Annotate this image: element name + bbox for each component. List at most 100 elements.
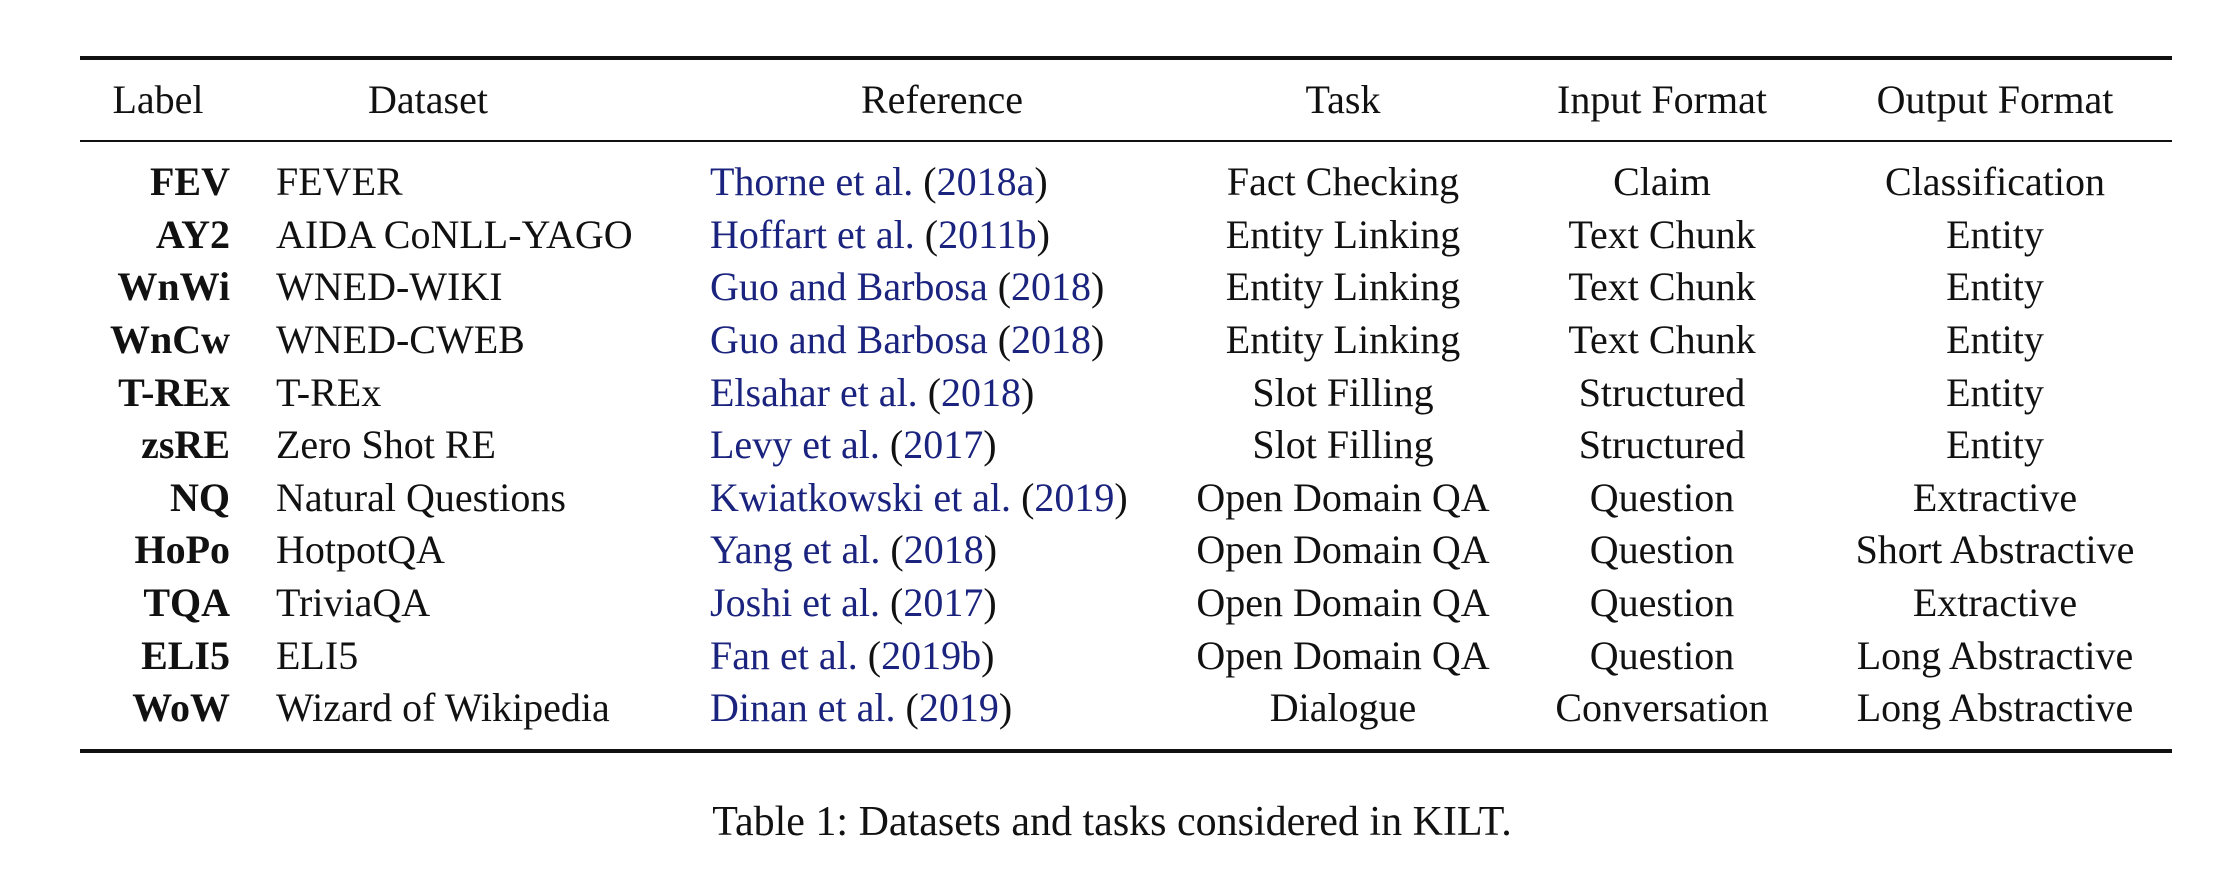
reference-year-link[interactable]: 2011b — [938, 211, 1037, 257]
reference-year-link[interactable]: 2019 — [1034, 474, 1115, 520]
row-label: WnWi — [117, 264, 230, 310]
reference-year-link[interactable]: 2018a — [936, 159, 1035, 205]
row-label: T-REx — [118, 369, 230, 415]
row-input-format: Text Chunk — [1568, 264, 1756, 310]
row-reference: Joshi et al. (2017) — [710, 580, 997, 626]
reference-authors-link[interactable]: Guo and Barbosa — [710, 317, 988, 363]
reference-authors-link[interactable]: Levy et al. — [710, 422, 880, 468]
row-output-format: Entity — [1946, 264, 2044, 310]
row-output-format: Extractive — [1912, 474, 2078, 520]
reference-authors-link[interactable]: Elsahar et al. — [710, 369, 918, 415]
row-reference: Fan et al. (2019b) — [710, 632, 995, 678]
row-dataset: WNED-CWEB — [276, 317, 525, 363]
table-row: WnWi WNED-WIKI Guo and Barbosa (2018) Entit… — [80, 261, 2172, 314]
reference-year-link[interactable]: 2019 — [918, 685, 999, 731]
datasets-table-container: Label Dataset Reference Task Input Forma… — [80, 56, 2172, 753]
reference-authors-link[interactable]: Yang et al. — [710, 527, 881, 573]
row-task: Open Domain QA — [1196, 474, 1490, 520]
row-dataset: Natural Questions — [276, 474, 566, 520]
row-task: Slot Filling — [1252, 369, 1434, 415]
row-input-format: Question — [1589, 632, 1735, 678]
row-reference: Levy et al. (2017) — [710, 422, 997, 468]
reference-authors-link[interactable]: Kwiatkowski et al. — [710, 474, 1012, 520]
row-input-format: Text Chunk — [1568, 211, 1756, 257]
row-reference: Elsahar et al. (2018) — [710, 369, 1035, 415]
header-task: Task — [1305, 77, 1381, 122]
row-dataset: HotpotQA — [276, 527, 445, 573]
header-input-format: Input Format — [1557, 77, 1767, 122]
table-row: WoW Wizard of Wikipedia Dinan et al. (2019… — [80, 682, 2172, 751]
row-input-format: Conversation — [1555, 685, 1769, 731]
row-output-format: Entity — [1946, 317, 2044, 363]
row-input-format: Question — [1589, 474, 1735, 520]
row-dataset: FEVER — [276, 159, 403, 205]
row-reference: Guo and Barbosa (2018) — [710, 264, 1105, 310]
row-input-format: Structured — [1578, 369, 1746, 415]
table-row: zsRE Zero Shot RE Levy et al. (2017) Slot F… — [80, 419, 2172, 472]
row-output-format: Short Abstractive — [1855, 527, 2135, 573]
row-output-format: Long Abstractive — [1856, 632, 2134, 678]
row-reference: Dinan et al. (2019) — [710, 685, 1013, 731]
table-row: NQ Natural Questions Kwiatkowski et al. (2… — [80, 472, 2172, 525]
row-dataset: WNED-WIKI — [276, 264, 503, 310]
table-row: FEV FEVER Thorne et al. (2018a) Fact Checki… — [80, 141, 2172, 209]
row-label: TQA — [143, 580, 230, 626]
reference-year-link[interactable]: 2017 — [903, 422, 984, 468]
row-input-format: Claim — [1613, 159, 1711, 205]
row-task: Slot Filling — [1252, 422, 1434, 468]
row-task: Entity Linking — [1225, 264, 1461, 310]
row-input-format: Structured — [1578, 422, 1746, 468]
row-dataset: Zero Shot RE — [276, 422, 496, 468]
reference-year-link[interactable]: 2018 — [1011, 264, 1092, 310]
row-task: Dialogue — [1269, 685, 1417, 731]
row-output-format: Extractive — [1912, 580, 2078, 626]
row-input-format: Question — [1589, 527, 1735, 573]
row-output-format: Entity — [1946, 369, 2044, 415]
reference-year-link[interactable]: 2018 — [1011, 317, 1092, 363]
row-label: WnCw — [109, 317, 230, 363]
reference-year-link[interactable]: 2019b — [881, 632, 982, 678]
row-output-format: Entity — [1946, 422, 2044, 468]
reference-authors-link[interactable]: Hoffart et al. — [710, 211, 915, 257]
reference-authors-link[interactable]: Joshi et al. — [710, 580, 880, 626]
row-reference: Kwiatkowski et al. (2019) — [710, 474, 1128, 520]
row-dataset: Wizard of Wikipedia — [276, 685, 610, 731]
row-reference: Thorne et al. (2018a) — [710, 159, 1048, 205]
row-reference: Guo and Barbosa (2018) — [710, 317, 1105, 363]
row-label: zsRE — [141, 422, 230, 468]
reference-authors-link[interactable]: Guo and Barbosa — [710, 264, 988, 310]
reference-authors-link[interactable]: Fan et al. — [710, 632, 858, 678]
reference-authors-link[interactable]: Thorne et al. — [710, 159, 914, 205]
row-dataset: T-REx — [276, 369, 382, 415]
reference-authors-link[interactable]: Dinan et al. — [710, 685, 896, 731]
row-task: Entity Linking — [1225, 211, 1461, 257]
header-label: Label — [112, 77, 204, 122]
row-dataset: ELI5 — [276, 632, 359, 678]
header-reference: Reference — [860, 77, 1024, 122]
reference-year-link[interactable]: 2018 — [941, 369, 1022, 415]
table-row: HoPo HotpotQA Yang et al. (2018) Open Domai… — [80, 524, 2172, 577]
row-reference: Yang et al. (2018) — [710, 527, 998, 573]
table-row: TQA TriviaQA Joshi et al. (2017) Open Domai… — [80, 577, 2172, 630]
row-output-format: Classification — [1885, 159, 2105, 205]
header-dataset: Dataset — [368, 77, 488, 122]
header-output-format: Output Format — [1876, 77, 2114, 122]
table-row: ELI5 ELI5 Fan et al. (2019b) Open Domain QA… — [80, 629, 2172, 682]
row-task: Fact Checking — [1226, 159, 1460, 205]
row-reference: Hoffart et al. (2011b) — [710, 211, 1050, 257]
row-dataset: TriviaQA — [276, 580, 431, 626]
table-header-row: Label Dataset Reference Task Input Forma… — [80, 58, 2172, 141]
row-output-format: Long Abstractive — [1856, 685, 2134, 731]
row-input-format: Text Chunk — [1568, 317, 1756, 363]
row-dataset: AIDA CoNLL-YAGO — [276, 211, 633, 257]
row-label: FEV — [150, 159, 230, 205]
reference-year-link[interactable]: 2018 — [903, 527, 984, 573]
row-output-format: Entity — [1946, 211, 2044, 257]
row-task: Open Domain QA — [1196, 580, 1490, 626]
reference-year-link[interactable]: 2017 — [903, 580, 984, 626]
table-row: T-REx T-REx Elsahar et al. (2018) Slot Fill… — [80, 366, 2172, 419]
table-row: WnCw WNED-CWEB Guo and Barbosa (2018) Entit… — [80, 314, 2172, 367]
row-label: ELI5 — [141, 632, 230, 678]
row-label: HoPo — [134, 527, 230, 573]
row-task: Entity Linking — [1225, 317, 1461, 363]
